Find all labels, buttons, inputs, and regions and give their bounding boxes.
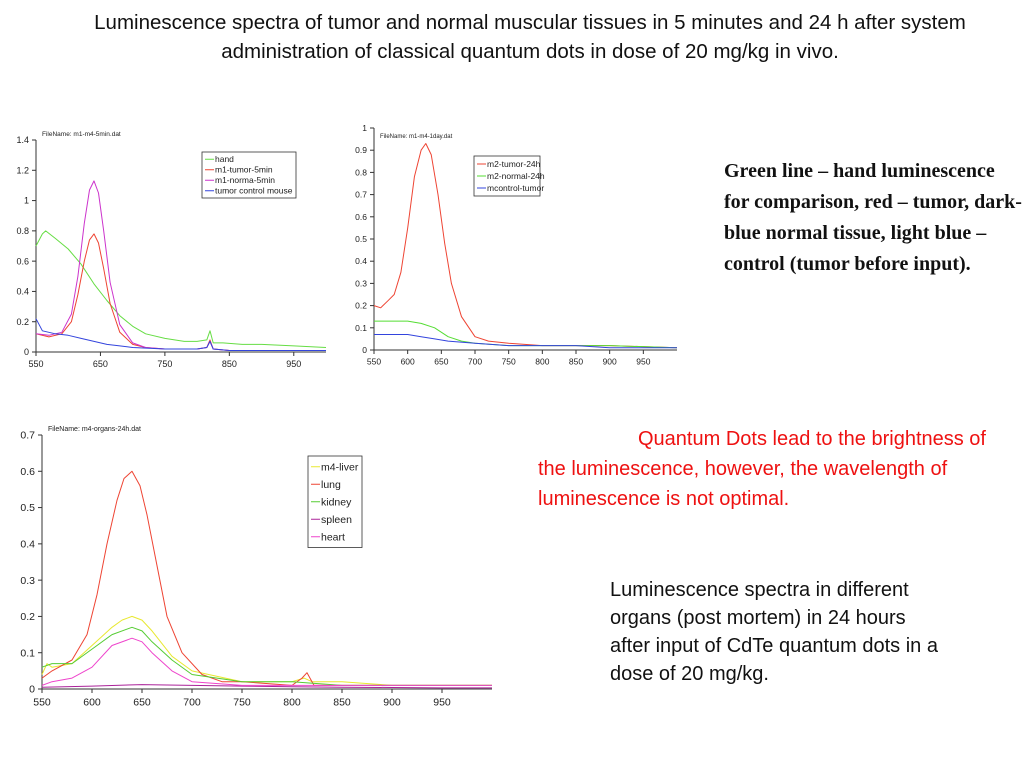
- legend-label: m2-normal-24h: [487, 171, 545, 181]
- y-tick-label: 0.4: [355, 256, 367, 266]
- y-tick-label: 0.8: [16, 226, 29, 236]
- x-tick-label: 700: [468, 357, 482, 367]
- x-tick-label: 600: [401, 357, 415, 367]
- y-tick-label: 0.5: [20, 502, 35, 514]
- legend-label: hand: [215, 154, 234, 164]
- y-tick-label: 0.6: [16, 256, 29, 266]
- x-tick-label: 550: [33, 697, 51, 709]
- y-tick-label: 1: [24, 196, 29, 206]
- y-tick-label: 0.6: [20, 466, 35, 478]
- x-tick-label: 550: [28, 359, 43, 369]
- y-tick-label: 0: [24, 347, 29, 357]
- x-tick-label: 550: [367, 357, 381, 367]
- x-tick-label: 900: [603, 357, 617, 367]
- legend-label: lung: [321, 479, 341, 491]
- legend-label: m1-tumor-5min: [215, 165, 273, 175]
- y-tick-label: 1.2: [16, 165, 29, 175]
- y-tick-label: 0: [362, 345, 367, 355]
- series-line-spleen: [41, 684, 492, 689]
- x-tick-label: 950: [286, 359, 301, 369]
- x-tick-label: 850: [333, 697, 351, 709]
- organs-caption: Luminescence spectra in different organs…: [610, 579, 938, 685]
- series-line-m2-normal-24h: [374, 320, 678, 349]
- y-tick-label: 0.3: [355, 278, 367, 288]
- y-tick-label: 0.5: [355, 234, 367, 244]
- series-line-mcontrol-tumor: [374, 334, 677, 349]
- x-tick-label: 650: [93, 359, 108, 369]
- chart-24h-svg: 0 0.1 0.2 0.3 0.4 0.5 0.6 0.7 0.8 0.9 1 550 600 650 70…: [355, 123, 678, 367]
- chart-organs: 0 0.1 0.2 0.3 0.4 0.5 0.6 0.7 550 600 650 700 750 800…: [0, 420, 510, 720]
- chart-organs-svg: 0 0.1 0.2 0.3 0.4 0.5 0.6 0.7 550 600 650 700 750 800…: [20, 426, 492, 709]
- chart-file-label: FileName: m1-m4-1day.dat: [380, 134, 453, 140]
- y-tick-label: 0.2: [16, 317, 29, 327]
- y-tick-label: 0.2: [20, 611, 35, 623]
- y-tick-label: 0.6: [355, 212, 367, 222]
- x-tick-label: 750: [502, 357, 516, 367]
- chart-file-label: FileName: m4-organs-24h.dat: [48, 426, 141, 433]
- color-legend-note: Green line – hand luminescence for compa…: [724, 160, 1022, 275]
- x-tick-label: 950: [636, 357, 650, 367]
- x-tick-label: 850: [569, 357, 583, 367]
- x-tick-label: 750: [157, 359, 172, 369]
- y-tick-label: 0.7: [355, 190, 367, 200]
- series-line-tumor-control-mouse: [35, 318, 326, 351]
- y-tick-label: 0.4: [20, 539, 35, 551]
- chart-file-label: FileName: m1-m4-5min.dat: [42, 131, 121, 138]
- y-tick-label: 0.7: [20, 430, 35, 442]
- chart-5min-svg: 0 0.2 0.4 0.6 0.8 1 1.2 1.4 550 650 750 850 950 FileN…: [16, 131, 327, 369]
- legend-label: mcontrol-tumor: [487, 183, 544, 193]
- slide-title: Luminescence spectra of tumor and normal…: [94, 11, 966, 63]
- series-line-kidney: [41, 626, 492, 686]
- x-tick-label: 950: [433, 697, 451, 709]
- conclusion-note: Quantum Dots lead to the brightness of t…: [538, 428, 986, 510]
- y-tick-label: 0.3: [20, 575, 35, 587]
- legend-label: m1-norma-5min: [215, 175, 275, 185]
- x-tick-label: 750: [233, 697, 251, 709]
- x-tick-label: 700: [183, 697, 201, 709]
- series-line-m1-tumor-5min: [35, 233, 326, 351]
- series-line-heart: [41, 637, 492, 686]
- y-tick-label: 0.9: [355, 145, 367, 155]
- x-tick-label: 650: [434, 357, 448, 367]
- x-tick-label: 850: [222, 359, 237, 369]
- x-tick-label: 900: [383, 697, 401, 709]
- chart-24h: 0 0.1 0.2 0.3 0.4 0.5 0.6 0.7 0.8 0.9 1 550 600 650 70…: [340, 118, 690, 380]
- y-tick-label: 1.4: [16, 135, 29, 145]
- series-line-m2-tumor-24h: [373, 143, 678, 349]
- x-tick-label: 650: [133, 697, 151, 709]
- legend-label: m2-tumor-24h: [487, 159, 541, 169]
- y-tick-label: 0.4: [16, 287, 29, 297]
- legend-label: m4-liver: [321, 461, 359, 473]
- y-tick-label: 0.2: [355, 301, 367, 311]
- y-tick-label: 0.1: [355, 323, 367, 333]
- x-tick-label: 800: [283, 697, 301, 709]
- series-line-m4-liver: [41, 615, 492, 686]
- legend-label: spleen: [321, 514, 352, 526]
- legend-box: [201, 151, 297, 199]
- series-line-lung: [41, 470, 492, 686]
- legend-label: heart: [321, 531, 345, 543]
- x-tick-label: 800: [535, 357, 549, 367]
- y-tick-label: 1: [362, 123, 367, 133]
- series-line-hand: [35, 230, 327, 348]
- legend-label: kidney: [321, 496, 352, 508]
- y-tick-label: 0: [29, 684, 35, 696]
- x-tick-label: 600: [83, 697, 101, 709]
- chart-5min: 0 0.2 0.4 0.6 0.8 1 1.2 1.4 550 650 750 850 950 FileN…: [0, 118, 340, 380]
- y-tick-label: 0.1: [20, 647, 35, 659]
- y-tick-label: 0.8: [355, 167, 367, 177]
- legend-label: tumor control mouse: [215, 186, 293, 196]
- series-line-m1-norma-5min: [35, 180, 326, 351]
